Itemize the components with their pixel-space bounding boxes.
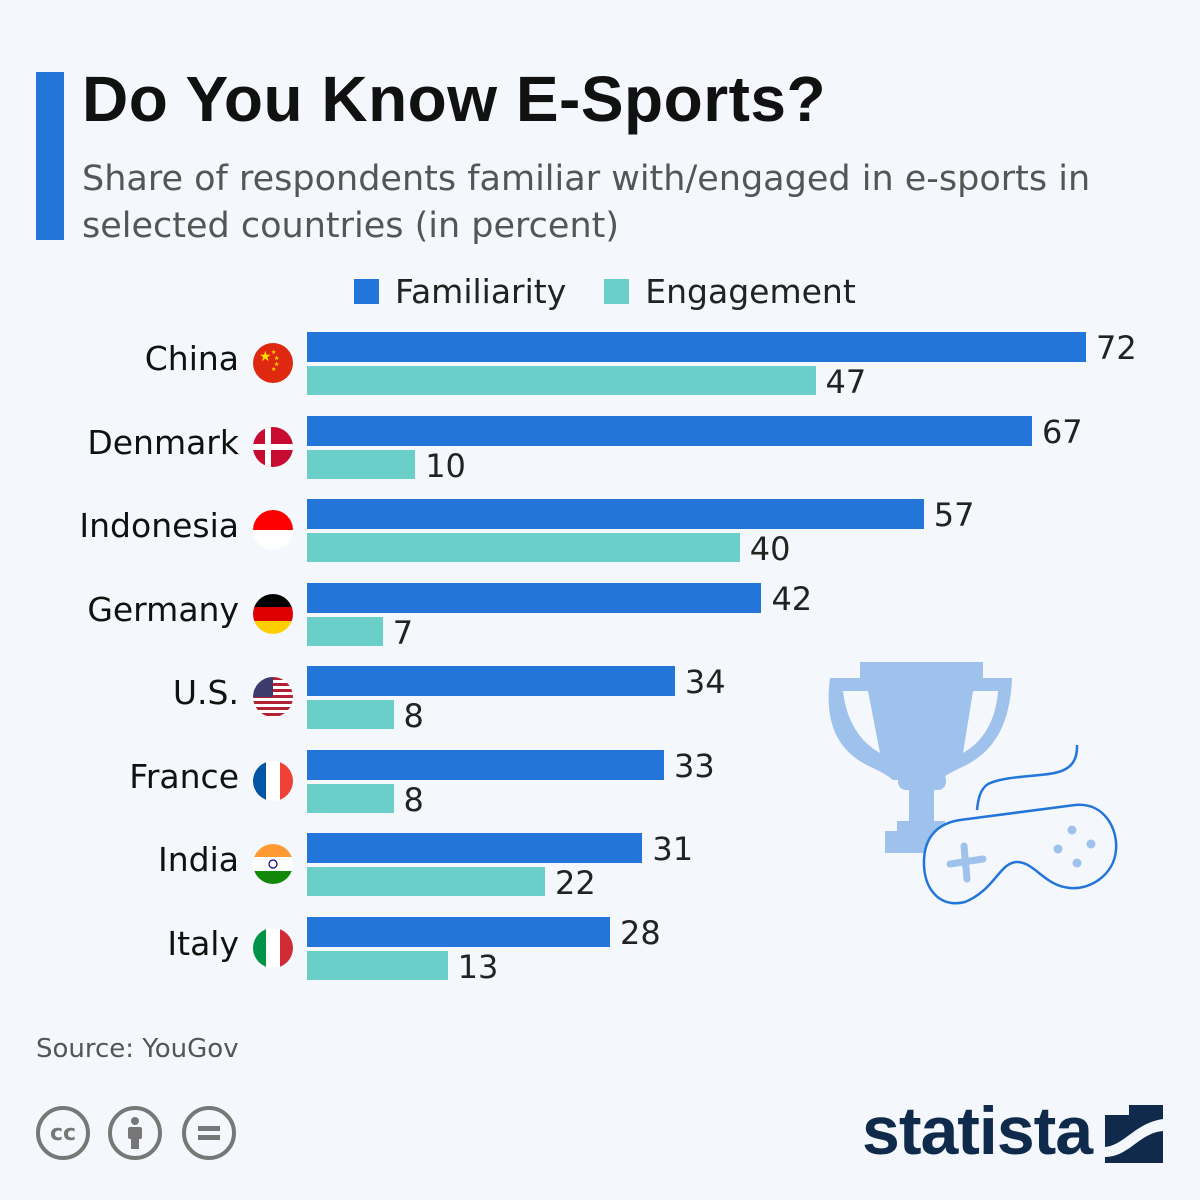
data-label-engagement-us: 8 xyxy=(403,697,424,735)
data-label-engagement-indonesia: 40 xyxy=(749,530,791,568)
bar-engagement-china xyxy=(307,366,816,395)
svg-text:★: ★ xyxy=(274,355,279,362)
flag-china-icon: ★ ★ ★ ★ ★ xyxy=(253,343,293,383)
cc-icon[interactable]: cc xyxy=(36,1106,90,1160)
bar-familiarity-france xyxy=(307,749,665,780)
statista-logo-mark-icon xyxy=(1105,1105,1163,1163)
data-label-engagement-germany: 7 xyxy=(392,613,414,652)
data-label-engagement-denmark: 10 xyxy=(425,446,466,485)
no-derivatives-icon[interactable] xyxy=(182,1106,236,1160)
flag-france-icon xyxy=(253,760,293,801)
page-title: Do You Know E-Sports? xyxy=(82,63,827,135)
svg-text:★: ★ xyxy=(271,366,276,373)
legend-swatch-engagement xyxy=(604,279,630,304)
title-accent-bar xyxy=(36,72,64,240)
bar-engagement-us xyxy=(307,700,394,729)
svg-text:★: ★ xyxy=(271,349,276,356)
category-label-italy: Italy xyxy=(167,923,239,963)
trophy-controller-illustration xyxy=(828,662,1118,905)
trophy-icon xyxy=(828,662,1012,853)
category-label-us: U.S. xyxy=(172,673,239,712)
legend-label: Familiarity xyxy=(395,272,567,311)
bar-familiarity-denmark xyxy=(307,415,1032,446)
bar-engagement-france xyxy=(307,783,394,813)
bar-familiarity-india xyxy=(307,833,643,863)
legend-swatch-familiarity xyxy=(354,279,379,304)
bar-familiarity-us xyxy=(307,666,675,696)
attribution-icon[interactable] xyxy=(108,1106,162,1160)
flag-italy-icon xyxy=(253,927,293,968)
data-label-engagement-france: 8 xyxy=(403,780,424,819)
bar-familiarity-italy xyxy=(307,916,610,947)
data-label-familiarity-india: 31 xyxy=(652,830,694,868)
legend-item-familiarity: Familiarity xyxy=(354,272,566,311)
data-label-familiarity-indonesia: 57 xyxy=(933,496,975,534)
category-label-denmark: Denmark xyxy=(87,422,239,462)
svg-text:★: ★ xyxy=(274,361,279,368)
category-label-france: France xyxy=(129,756,239,796)
bar-engagement-indonesia xyxy=(307,533,740,562)
data-label-familiarity-france: 33 xyxy=(674,746,715,785)
data-label-familiarity-china: 72 xyxy=(1096,329,1137,367)
legend-item-engagement: Engagement xyxy=(604,272,856,311)
category-label-china: China xyxy=(144,339,239,378)
category-label-india: India xyxy=(158,840,239,879)
data-label-familiarity-denmark: 67 xyxy=(1041,412,1083,451)
subtitle: Share of respondents familiar with/engag… xyxy=(82,159,1091,246)
flag-india-icon xyxy=(253,844,293,884)
flag-germany-icon xyxy=(253,593,293,634)
flag-denmark-icon xyxy=(253,426,293,467)
bar-familiarity-indonesia xyxy=(307,499,924,529)
data-label-familiarity-us: 34 xyxy=(684,663,726,701)
bar-familiarity-china xyxy=(307,332,1087,362)
data-label-familiarity-italy: 28 xyxy=(619,913,661,952)
bar-engagement-india xyxy=(307,867,546,896)
bar-engagement-germany xyxy=(307,616,383,646)
data-label-familiarity-germany: 42 xyxy=(771,579,813,618)
flag-us-icon xyxy=(253,677,293,717)
data-label-engagement-china: 47 xyxy=(825,363,867,401)
game-controller-icon xyxy=(922,744,1118,905)
bar-engagement-italy xyxy=(307,950,448,980)
data-label-engagement-india: 22 xyxy=(555,864,596,902)
source-note: Source: YouGov xyxy=(36,1034,239,1064)
category-label-germany: Germany xyxy=(87,589,239,629)
legend-label: Engagement xyxy=(645,272,856,311)
bar-familiarity-germany xyxy=(307,582,762,613)
bar-engagement-denmark xyxy=(307,449,416,479)
legend: Familiarity Engagement xyxy=(354,272,894,311)
statista-logo: statista xyxy=(862,1092,1163,1170)
data-label-engagement-italy: 13 xyxy=(457,947,499,986)
category-label-indonesia: Indonesia xyxy=(79,506,239,545)
flag-indonesia-icon xyxy=(253,510,293,550)
svg-text:★: ★ xyxy=(259,349,272,365)
